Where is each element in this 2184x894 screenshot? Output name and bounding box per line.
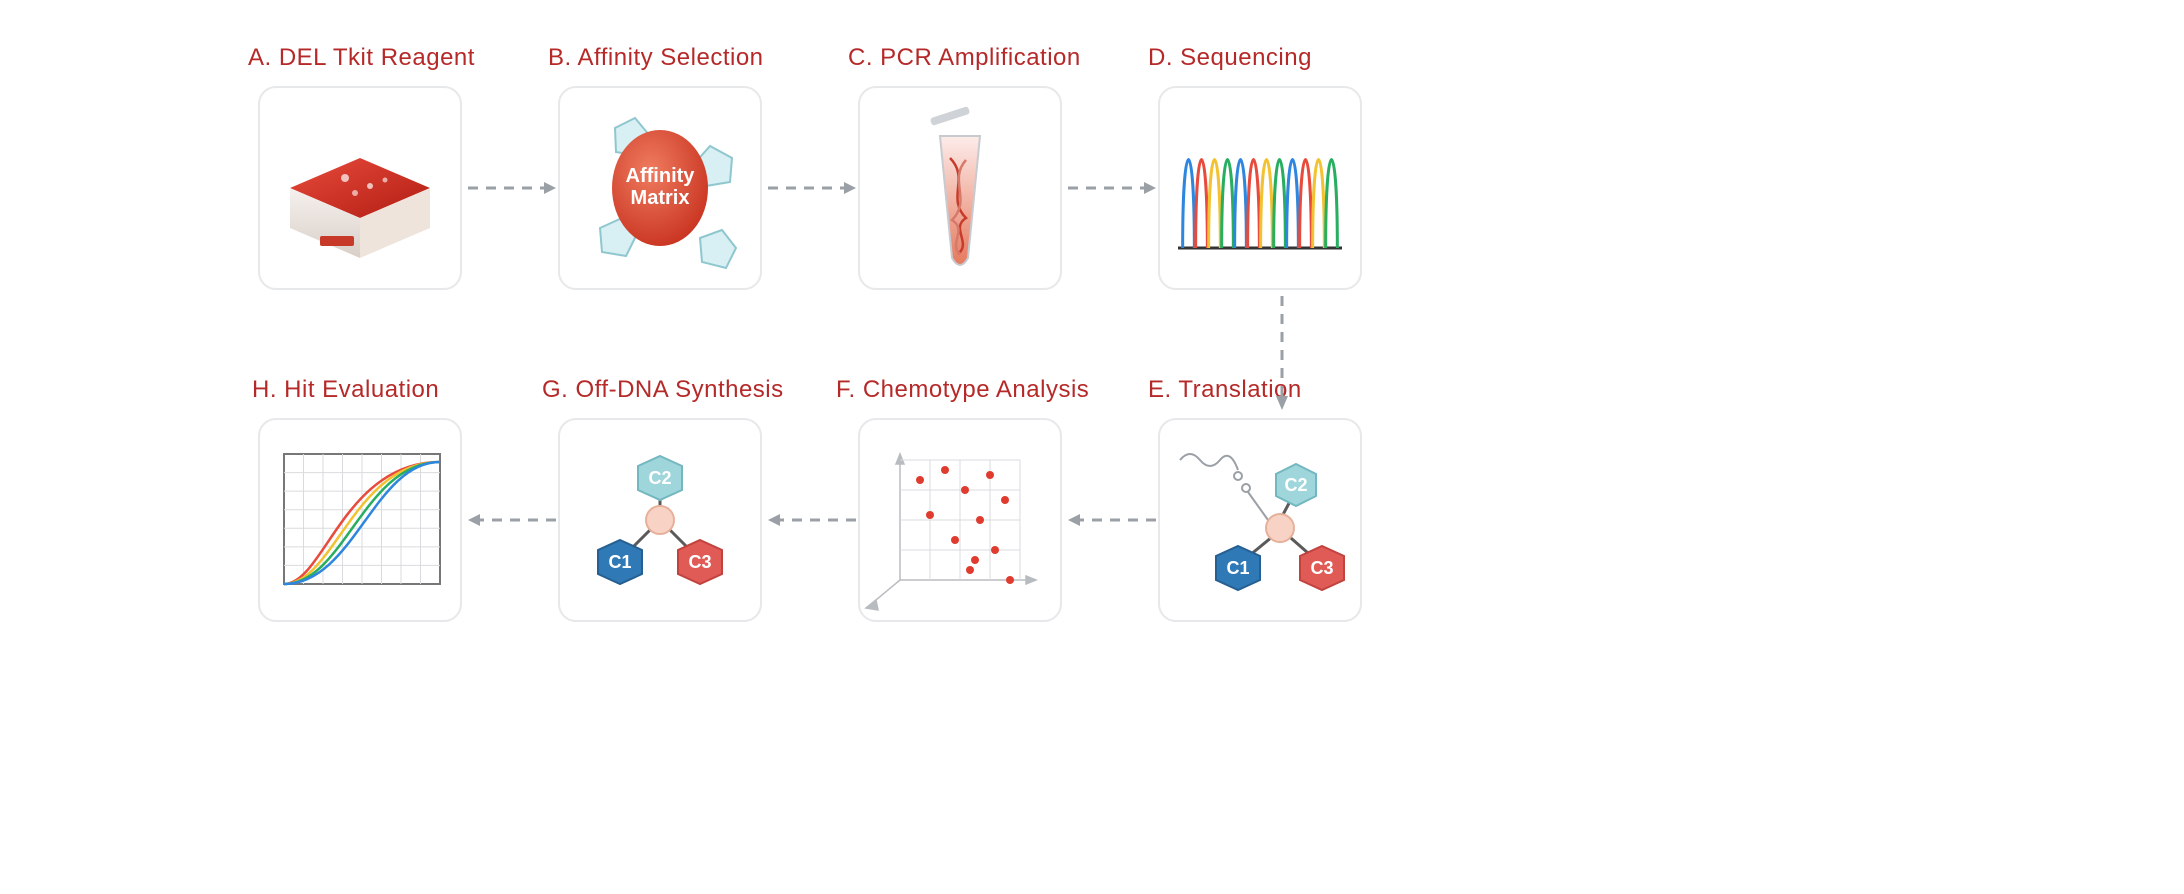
tile-g-offdna-synthesis: C2 C1 C3 <box>558 418 762 622</box>
label-g: G. Off-DNA Synthesis <box>542 376 784 404</box>
tile-a-reagent-kit <box>258 86 462 290</box>
svg-text:Matrix: Matrix <box>631 187 690 209</box>
label-d: D. Sequencing <box>1148 44 1312 72</box>
svg-text:C2: C2 <box>1284 475 1307 495</box>
hex-c1: C1 <box>1216 546 1260 590</box>
tile-d-sequencing <box>1158 86 1362 290</box>
svg-text:C3: C3 <box>688 552 711 572</box>
label-f: F. Chemotype Analysis <box>836 376 1089 404</box>
arrow-a-b <box>466 178 558 198</box>
tile-f-chemotype-analysis <box>858 418 1062 622</box>
arrow-e-f <box>1066 510 1158 530</box>
tile-e-translation: C2 C1 C3 <box>1158 418 1362 622</box>
svg-text:C3: C3 <box>1310 558 1333 578</box>
svg-text:Affinity: Affinity <box>626 165 696 187</box>
arrow-g-h <box>466 510 558 530</box>
svg-text:C2: C2 <box>648 468 671 488</box>
workflow-diagram: A. DEL Tkit Reagent B. Affinity Selectio… <box>0 0 2184 894</box>
tile-h-hit-evaluation <box>258 418 462 622</box>
tile-b-affinity-selection: Affinity Matrix <box>558 86 762 290</box>
label-c: C. PCR Amplification <box>848 44 1081 72</box>
label-b: B. Affinity Selection <box>548 44 764 72</box>
label-h: H. Hit Evaluation <box>252 376 439 404</box>
arrow-f-g <box>766 510 858 530</box>
hex-c3: C3 <box>1300 546 1344 590</box>
hex-c2: C2 <box>1276 464 1316 506</box>
svg-text:C1: C1 <box>608 552 631 572</box>
svg-text:C1: C1 <box>1226 558 1249 578</box>
label-a: A. DEL Tkit Reagent <box>248 44 475 72</box>
tile-c-pcr-amplification <box>858 86 1062 290</box>
arrow-c-d <box>1066 178 1158 198</box>
arrow-b-c <box>766 178 858 198</box>
arrow-d-e <box>1272 294 1292 412</box>
